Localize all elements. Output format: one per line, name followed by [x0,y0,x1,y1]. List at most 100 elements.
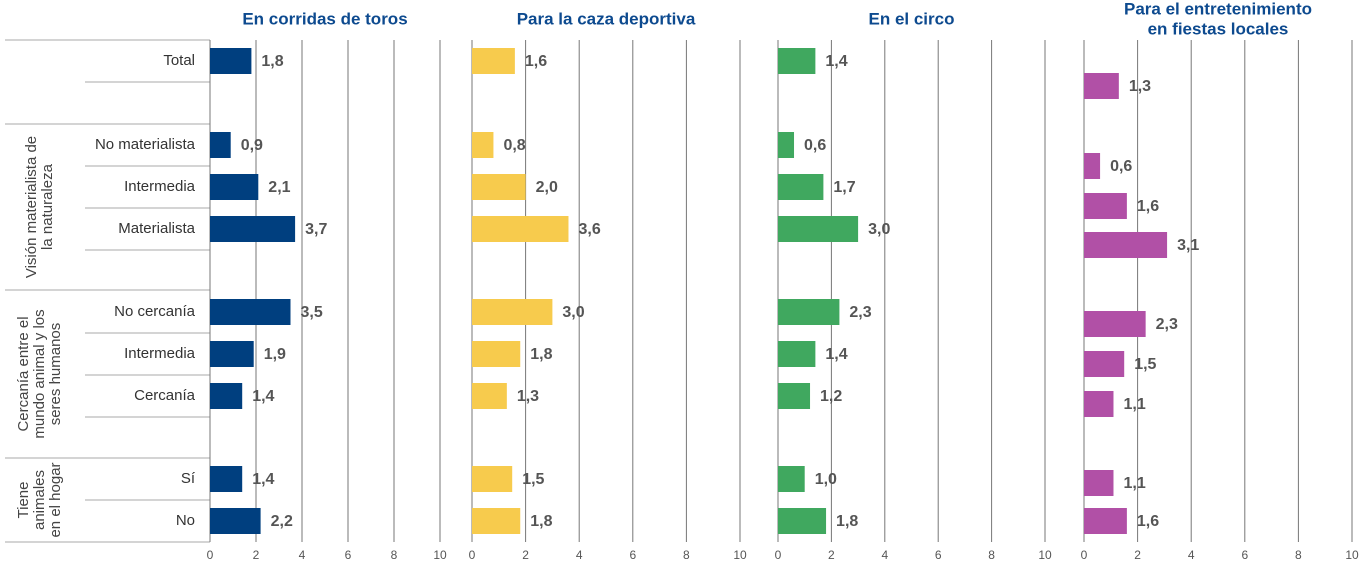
bar [472,383,507,409]
value-label: 1,3 [517,388,539,405]
x-tick-label: 4 [299,548,306,562]
row-table [5,39,210,543]
x-tick-label: 0 [469,548,476,562]
value-label: 1,1 [1123,475,1145,492]
bar [778,466,805,492]
value-label: 3,6 [578,221,600,238]
value-label: 2,1 [268,179,290,196]
bar [778,132,795,158]
x-tick-label: 2 [522,548,529,562]
row-label: Sí [181,470,196,487]
value-label: 1,8 [530,513,552,530]
row-label: Materialista [118,220,195,237]
value-label: 1,6 [525,53,547,70]
value-label: 1,4 [825,346,847,363]
value-label: 1,7 [833,179,855,196]
x-tick-label: 2 [253,548,260,562]
value-label: 2,2 [271,513,293,530]
bar [1084,508,1127,534]
value-label: 1,4 [252,471,274,488]
bar [778,383,811,409]
bar [778,216,859,242]
x-tick-label: 0 [207,548,214,562]
bar [1084,391,1114,417]
x-tick-label: 4 [576,548,583,562]
x-tick-label: 8 [988,548,995,562]
bar [778,508,827,534]
bar [1084,73,1119,99]
value-label: 1,0 [815,471,837,488]
x-tick-label: 2 [1134,548,1141,562]
chart-title: En corridas de toros [242,9,407,28]
value-label: 1,5 [522,471,544,488]
bar [778,341,816,367]
value-label: 0,8 [503,137,525,154]
value-label: 1,8 [530,346,552,363]
bar [210,383,243,409]
value-label: 1,5 [1134,356,1156,373]
value-label: 1,6 [1137,198,1159,215]
group-label: seres humanos [47,323,64,426]
bar [472,48,515,74]
bar [210,341,254,367]
bar [778,174,824,200]
bar [472,216,569,242]
value-label: 1,6 [1137,513,1159,530]
x-tick-label: 0 [775,548,782,562]
chart-title: En el circo [869,9,955,28]
x-tick-label: 8 [683,548,690,562]
bar [472,174,526,200]
row-label: No materialista [95,136,196,153]
bar [210,216,296,242]
group-label: Cercanía entre el [15,316,32,431]
bar [1084,351,1125,377]
x-tick-label: 6 [629,548,636,562]
value-label: 1,1 [1123,396,1145,413]
value-label: 3,0 [868,221,890,238]
bar [778,48,816,74]
chart-title: Para la caza deportiva [517,9,696,28]
bar [472,341,521,367]
group-label: en el hogar [47,462,64,537]
value-label: 1,8 [261,53,283,70]
value-label: 0,6 [1110,158,1132,175]
row-label: No [176,512,195,529]
group-label: mundo animal y los [31,309,48,438]
value-label: 0,9 [241,137,263,154]
x-tick-label: 6 [1241,548,1248,562]
bar [210,132,231,158]
bar [778,299,840,325]
value-label: 3,5 [301,304,323,321]
x-tick-label: 8 [391,548,398,562]
value-label: 2,3 [849,304,871,321]
value-label: 0,6 [804,137,826,154]
row-label: Intermedia [124,178,196,195]
value-label: 3,0 [562,304,584,321]
bar [472,299,553,325]
bar [210,466,243,492]
row-label: Total [163,52,195,69]
bar [1084,193,1127,219]
bar [1084,470,1114,496]
x-tick-label: 6 [345,548,352,562]
value-label: 2,0 [536,179,558,196]
bar [472,508,521,534]
value-label: 1,8 [836,513,858,530]
value-label: 1,4 [252,388,274,405]
x-tick-label: 0 [1081,548,1088,562]
row-label: No cercanía [114,303,196,320]
x-tick-label: 10 [733,548,747,562]
bar [210,508,261,534]
value-label: 3,1 [1177,237,1199,254]
group-label: Tiene [15,482,32,519]
x-tick-label: 4 [881,548,888,562]
value-label: 3,7 [305,221,327,238]
bar [1084,311,1146,337]
x-tick-label: 4 [1188,548,1195,562]
x-tick-label: 10 [433,548,447,562]
bar [210,48,252,74]
bar [1084,232,1168,258]
x-tick-label: 10 [1038,548,1052,562]
x-tick-label: 6 [935,548,942,562]
